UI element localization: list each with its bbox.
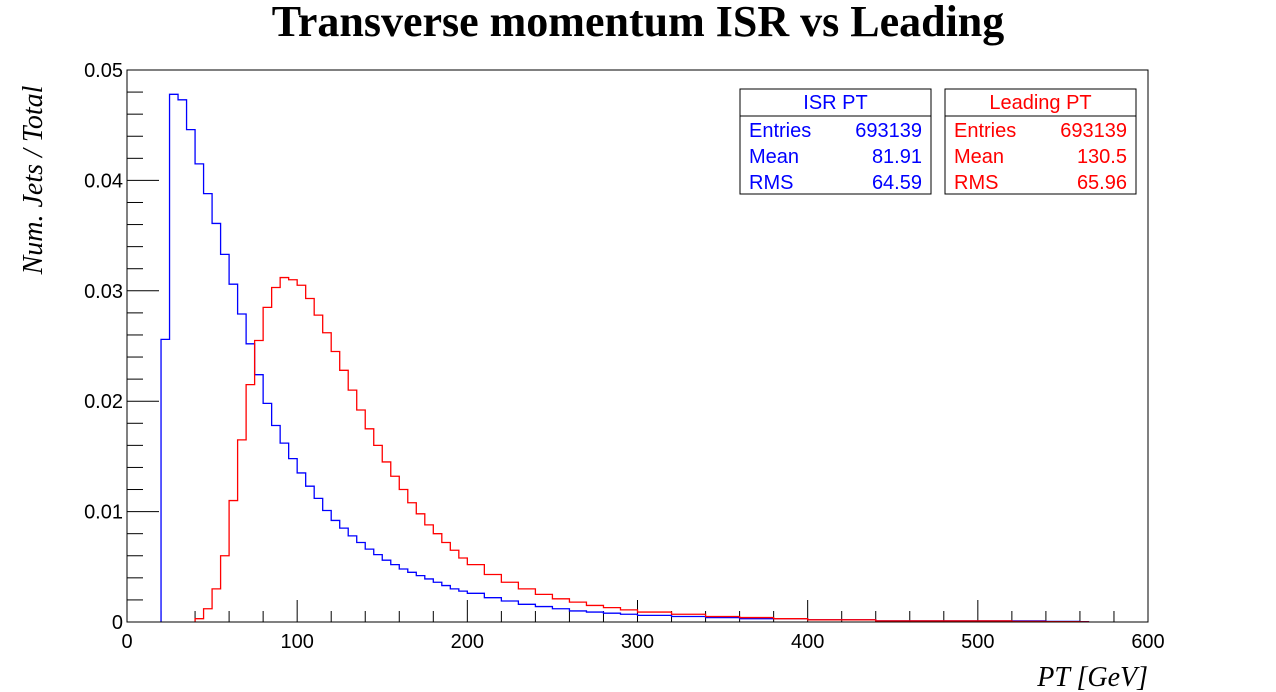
x-tick-label: 600: [1131, 631, 1164, 653]
y-axis-title: Num. Jets / Total: [18, 85, 49, 275]
stats-row-value: 81.91: [872, 146, 922, 168]
series-layer: [160, 93, 1090, 623]
y-tick-label: 0.01: [84, 502, 123, 524]
y-tick-label: 0.05: [84, 60, 123, 82]
stats-row-label: Entries: [954, 120, 1016, 142]
stats-box-title: Leading PT: [989, 92, 1091, 114]
stats-box-isr: ISR PT Entries 693139 Mean 81.91 RMS 64.59: [739, 88, 932, 195]
x-tick-label: 500: [961, 631, 994, 653]
y-tick-label: 0: [112, 612, 123, 634]
stats-row-label: Entries: [749, 120, 811, 142]
x-tick-label: 300: [621, 631, 654, 653]
stats-box-leading: Leading PT Entries 693139 Mean 130.5 RMS 65.96: [944, 88, 1137, 195]
plot-frame: [126, 69, 1149, 623]
x-tick-label: 200: [451, 631, 484, 653]
stats-row-value: 65.96: [1077, 172, 1127, 194]
y-tick-label: 0.03: [84, 281, 123, 303]
stats-row-value: 693139: [855, 120, 922, 142]
chart-title: Transverse momentum ISR vs Leading: [272, 0, 1005, 46]
stats-boxes: ISR PT Entries 693139 Mean 81.91 RMS 64.59 Lead…: [739, 88, 1137, 195]
series-leading-pt-histogram: [194, 276, 1090, 623]
stats-row-value: 64.59: [872, 172, 922, 194]
stats-row-value: 130.5: [1077, 146, 1127, 168]
stats-row-label: RMS: [954, 172, 998, 194]
stats-box-title: ISR PT: [803, 92, 867, 114]
stats-row-label: Mean: [749, 146, 799, 168]
stats-row-label: RMS: [749, 172, 793, 194]
x-tick-label: 0: [121, 631, 132, 653]
stats-box-frame: [739, 88, 932, 195]
x-tick-label: 100: [280, 631, 313, 653]
tick-labels: 0 100 200 300 400 500 600 0 0.01 0.02 0.03 0.04 0.05: [84, 60, 1165, 653]
x-axis-title: PT [GeV]: [1036, 662, 1148, 692]
y-tick-label: 0.04: [84, 170, 123, 192]
y-tick-label: 0.02: [84, 391, 123, 413]
series-isr-pt-histogram: [160, 93, 1090, 623]
stats-box-frame: [944, 88, 1137, 195]
stats-row-value: 693139: [1060, 120, 1127, 142]
x-tick-label: 400: [791, 631, 824, 653]
stats-row-label: Mean: [954, 146, 1004, 168]
